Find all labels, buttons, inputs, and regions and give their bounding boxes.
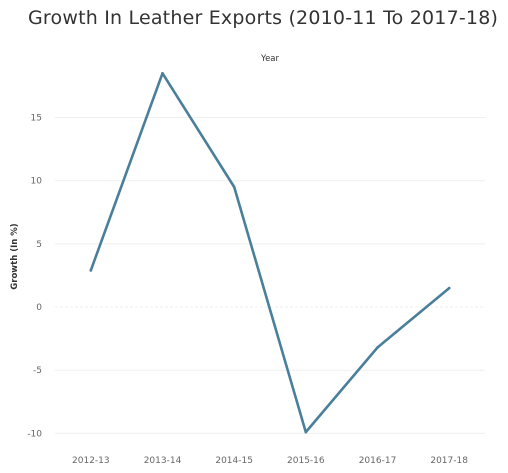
y-tick-label: 0 [36, 303, 42, 313]
chart-title: Growth In Leather Exports (2010-11 To 20… [28, 7, 499, 29]
data-point [376, 346, 379, 349]
y-tick-label: -5 [33, 366, 42, 376]
data-point [232, 185, 236, 189]
y-axis-label: Growth (In %) [10, 223, 20, 290]
x-tick-label: 2015-16 [287, 456, 325, 466]
y-axis-ticks: 15 10 5 0 -5 -10 [27, 114, 42, 440]
x-axis-label: Year [260, 54, 280, 64]
y-tick-label: 15 [31, 114, 42, 124]
y-tick-label: 10 [31, 177, 43, 187]
grid-lines [55, 117, 485, 434]
series-line [89, 72, 451, 434]
data-point [304, 430, 308, 434]
x-tick-label: 2014-15 [215, 456, 253, 466]
x-axis-ticks: 2012-13 2013-14 2014-15 2015-16 2016-17 2017-… [72, 456, 468, 466]
data-point [447, 286, 451, 290]
x-tick-label: 2013-14 [144, 456, 182, 466]
y-tick-label: 5 [36, 240, 42, 250]
data-point [161, 72, 164, 75]
data-point [89, 269, 93, 272]
y-tick-label: -10 [27, 429, 42, 439]
x-tick-label: 2017-18 [430, 456, 468, 466]
x-tick-label: 2012-13 [72, 456, 110, 466]
series-lines [89, 72, 451, 434]
x-tick-label: 2016-17 [359, 456, 397, 466]
